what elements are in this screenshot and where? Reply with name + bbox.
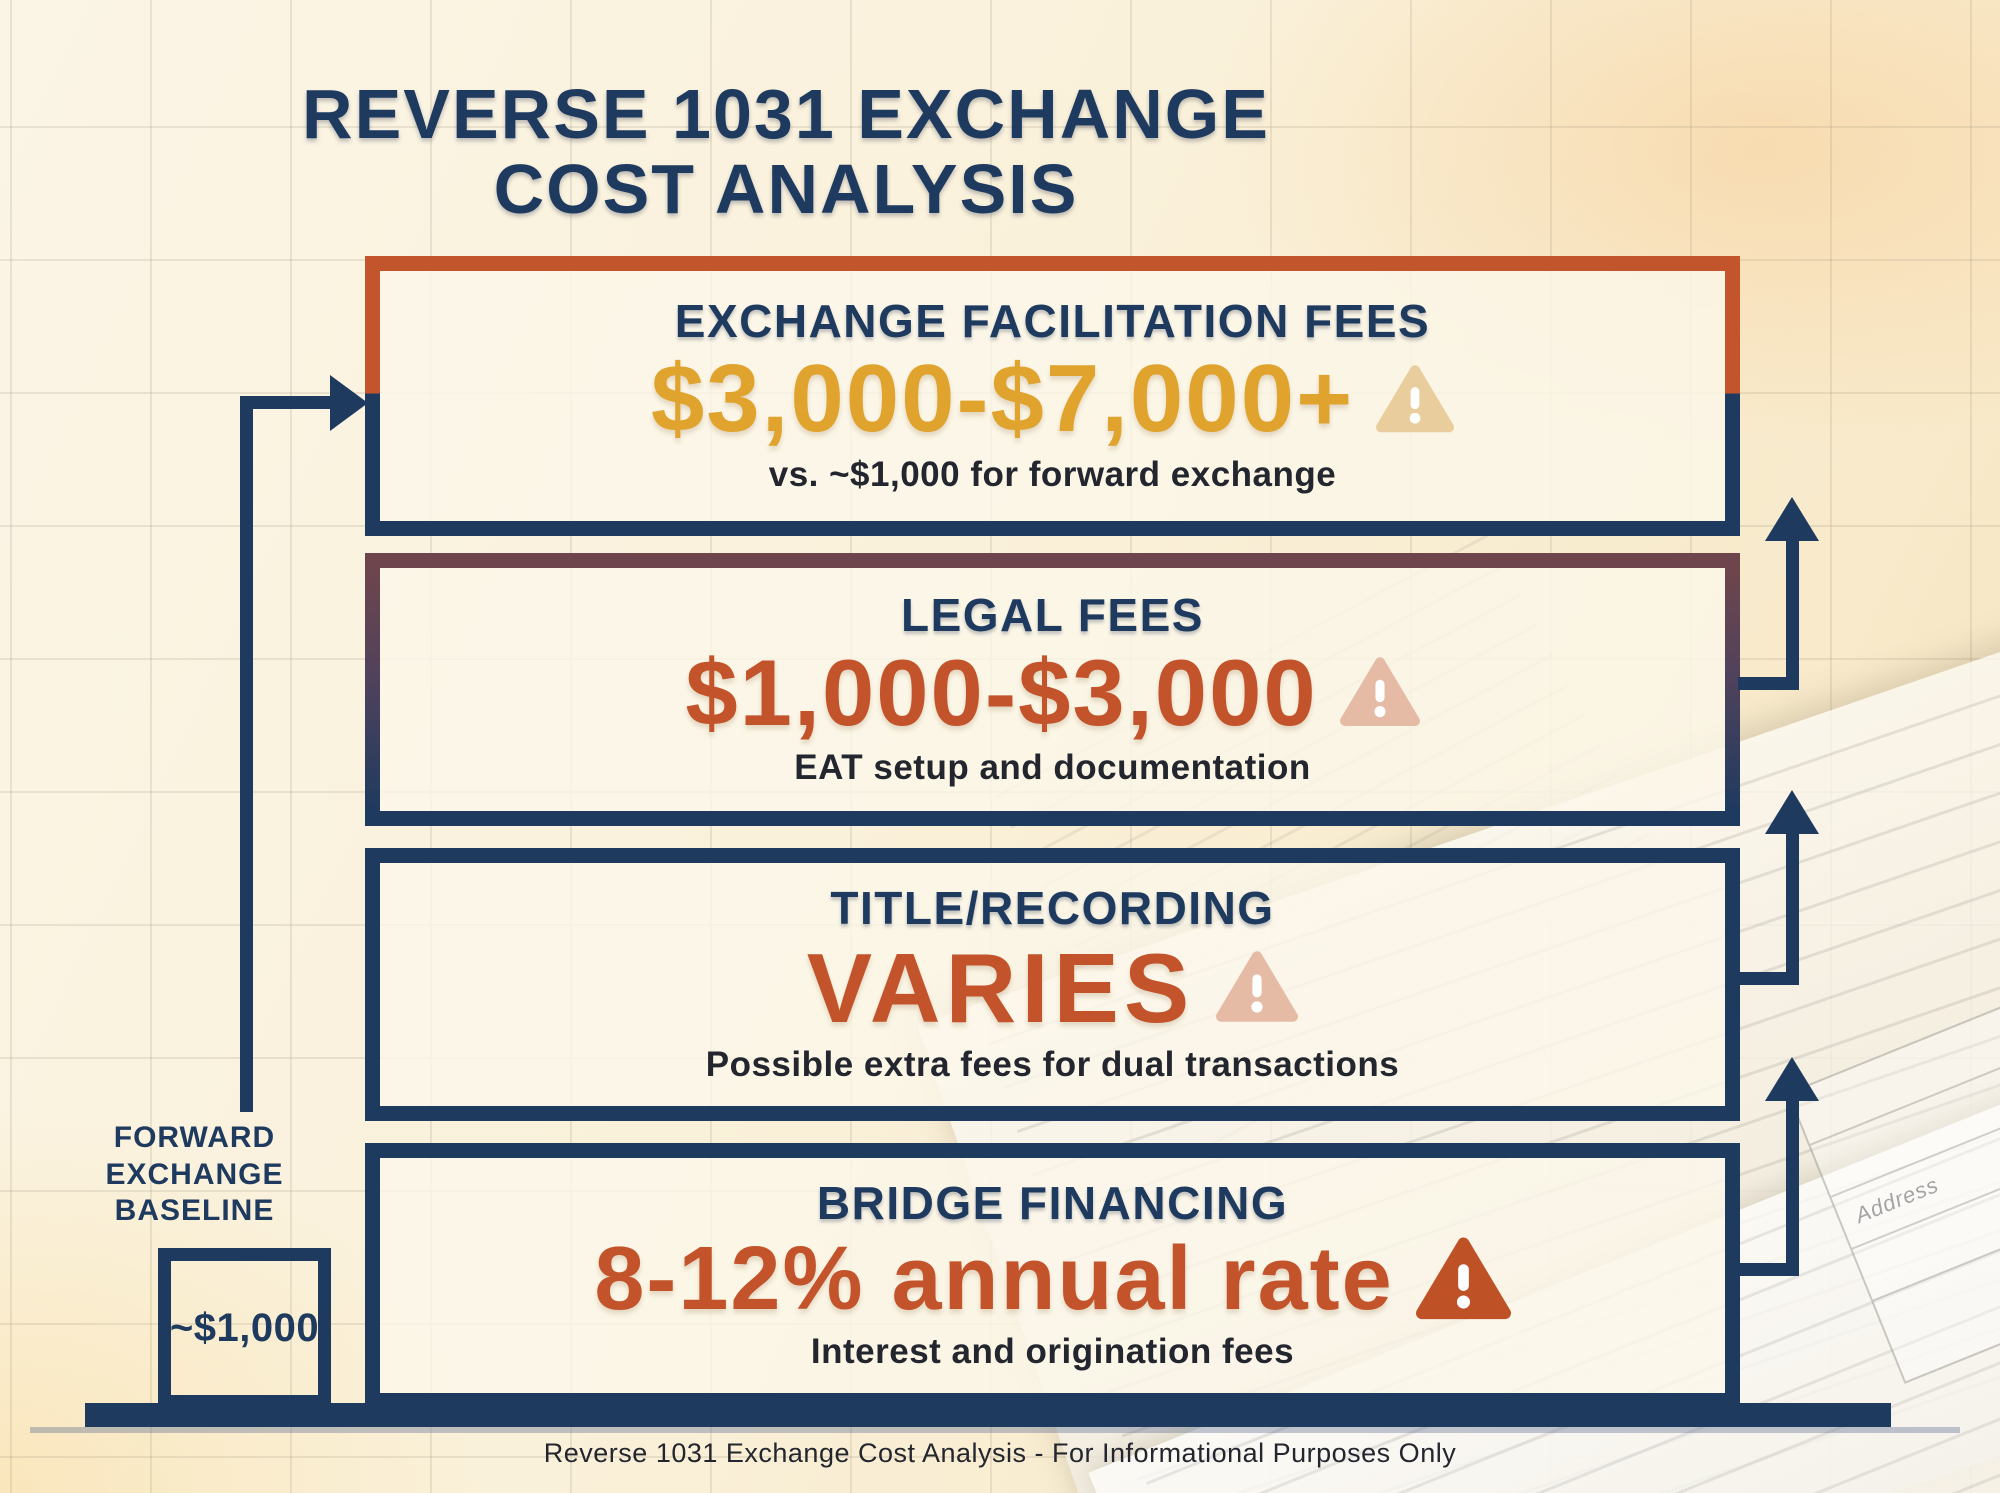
up-arrow-2-shaft	[1786, 833, 1799, 985]
baseline-arrow-segment	[240, 396, 336, 409]
warning-triangle-icon	[1339, 657, 1420, 727]
up-arrow-1-shaft	[1786, 540, 1799, 690]
box-value-row: $3,000-$7,000+	[650, 345, 1455, 453]
cost-box-exchange-facilitation-fees: EXCHANGE FACILITATION FEES $3,000-$7,000…	[365, 256, 1740, 536]
page-title-line2: COST ANALYSIS	[493, 149, 1079, 228]
up-arrow-3-shaft	[1786, 1100, 1799, 1276]
up-arrow-1-icon	[1765, 497, 1819, 541]
baseline-arrow-shaft	[240, 396, 253, 1112]
up-arrow-2-stub	[1738, 972, 1799, 985]
baseline-arrow-right-icon	[330, 375, 368, 431]
baseline-label-line: FORWARD	[113, 1121, 276, 1154]
box-value-row: VARIES	[807, 939, 1299, 1037]
box-heading: EXCHANGE FACILITATION FEES	[674, 294, 1431, 347]
page-title: REVERSE 1031 EXCHANGE COST ANALYSIS	[0, 74, 1572, 228]
box-note: Interest and origination fees	[810, 1331, 1295, 1371]
warning-triangle-icon	[1376, 365, 1455, 433]
cost-box-bridge-financing: BRIDGE FINANCING 8-12% annual rate Inter…	[365, 1143, 1740, 1408]
box-heading: BRIDGE FINANCING	[816, 1177, 1289, 1230]
baseline-value: ~$1,000	[169, 1305, 320, 1350]
warning-triangle-icon	[1216, 951, 1299, 1023]
cost-box-title-recording: TITLE/RECORDING VARIES Possible extra fe…	[365, 848, 1740, 1121]
cost-box-legal-fees: LEGAL FEES $1,000-$3,000 EAT setup and d…	[365, 553, 1740, 826]
box-value-row: $1,000-$3,000	[685, 639, 1420, 745]
box-heading: TITLE/RECORDING	[830, 882, 1275, 935]
up-arrow-3-stub	[1738, 1263, 1799, 1276]
up-arrow-1-stub	[1738, 677, 1799, 690]
up-arrow-3-icon	[1765, 1057, 1819, 1101]
warning-triangle-icon	[1415, 1237, 1511, 1319]
baseline-axis-shadow	[30, 1427, 1960, 1433]
baseline-axis	[85, 1403, 1891, 1427]
box-value: 8-12% annual rate	[594, 1228, 1394, 1329]
box-value: VARIES	[806, 932, 1195, 1043]
footer-caption: Reverse 1031 Exchange Cost Analysis - Fo…	[543, 1438, 1457, 1468]
forward-exchange-baseline-label: FORWARD EXCHANGE BASELINE	[52, 1120, 337, 1230]
box-note: vs. ~$1,000 for forward exchange	[768, 455, 1337, 495]
box-value: $3,000-$7,000+	[650, 345, 1355, 453]
box-value-row: 8-12% annual rate	[594, 1228, 1511, 1329]
page-title-line1: REVERSE 1031 EXCHANGE	[302, 74, 1270, 153]
up-arrow-2-icon	[1765, 790, 1819, 834]
box-heading: LEGAL FEES	[901, 589, 1204, 642]
baseline-value-box: ~$1,000	[158, 1248, 331, 1408]
baseline-label-line: EXCHANGE	[105, 1157, 284, 1191]
baseline-label-line: BASELINE	[114, 1194, 275, 1228]
box-note: Possible extra fees for dual transaction…	[705, 1044, 1400, 1084]
box-note: EAT setup and documentation	[794, 747, 1311, 787]
box-value: $1,000-$3,000	[685, 639, 1318, 745]
